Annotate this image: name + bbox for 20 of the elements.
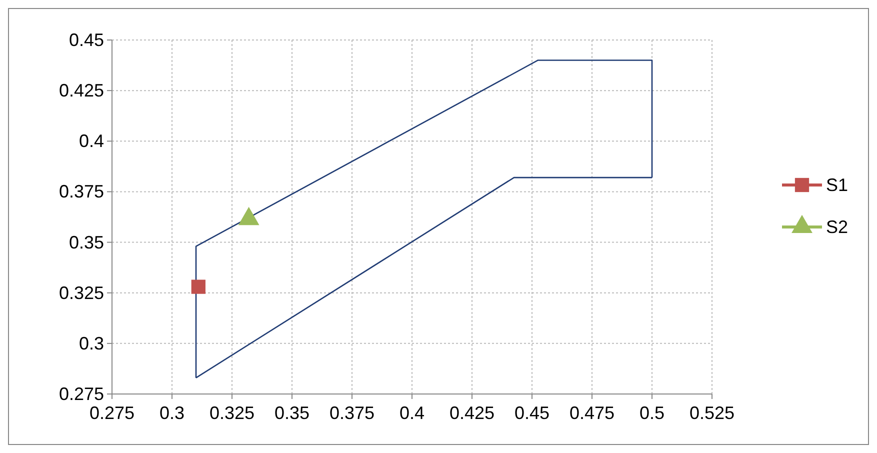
y-tick-label: 0.325 xyxy=(58,282,104,303)
legend-label: S2 xyxy=(826,217,848,237)
legend-label: S1 xyxy=(826,175,848,195)
y-tick-label: 0.425 xyxy=(58,80,104,101)
x-tick-label: 0.325 xyxy=(209,403,255,423)
y-tick-label: 0.375 xyxy=(58,182,104,202)
y-tick-label: 0.275 xyxy=(58,384,104,404)
x-tick-label: 0.475 xyxy=(569,403,615,423)
x-tick-label: 0.3 xyxy=(159,403,185,423)
y-tick-label: 0.4 xyxy=(78,131,104,152)
y-tick-label: 0.35 xyxy=(68,232,104,252)
x-tick-label: 0.525 xyxy=(689,403,735,423)
x-tick-label: 0.375 xyxy=(329,403,375,423)
x-tick-label: 0.5 xyxy=(639,403,665,423)
x-tick-label: 0.35 xyxy=(274,403,310,423)
x-tick-label: 0.425 xyxy=(449,403,495,423)
x-tick-label: 0.4 xyxy=(399,403,425,423)
y-tick-label: 0.3 xyxy=(78,333,104,354)
x-tick-label: 0.45 xyxy=(514,403,550,423)
y-tick-label: 0.45 xyxy=(68,30,104,50)
